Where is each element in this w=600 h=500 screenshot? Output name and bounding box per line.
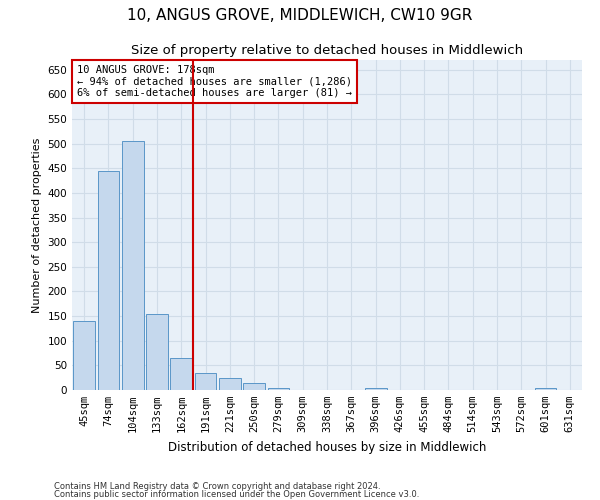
Text: Contains public sector information licensed under the Open Government Licence v3: Contains public sector information licen… [54,490,419,499]
X-axis label: Distribution of detached houses by size in Middlewich: Distribution of detached houses by size … [168,440,486,454]
Bar [243,382,265,390]
Y-axis label: Number of detached properties: Number of detached properties [32,138,42,312]
Bar [219,378,241,390]
Bar [365,388,386,390]
Bar [268,388,289,390]
Text: 10, ANGUS GROVE, MIDDLEWICH, CW10 9GR: 10, ANGUS GROVE, MIDDLEWICH, CW10 9GR [127,8,473,22]
Bar [122,142,143,390]
Title: Size of property relative to detached houses in Middlewich: Size of property relative to detached ho… [131,44,523,58]
Bar [170,358,192,390]
Text: Contains HM Land Registry data © Crown copyright and database right 2024.: Contains HM Land Registry data © Crown c… [54,482,380,491]
Bar [73,321,95,390]
Bar [97,171,119,390]
Bar [146,314,168,390]
Bar [194,373,217,390]
Bar [535,388,556,390]
Text: 10 ANGUS GROVE: 178sqm
← 94% of detached houses are smaller (1,286)
6% of semi-d: 10 ANGUS GROVE: 178sqm ← 94% of detached… [77,65,352,98]
